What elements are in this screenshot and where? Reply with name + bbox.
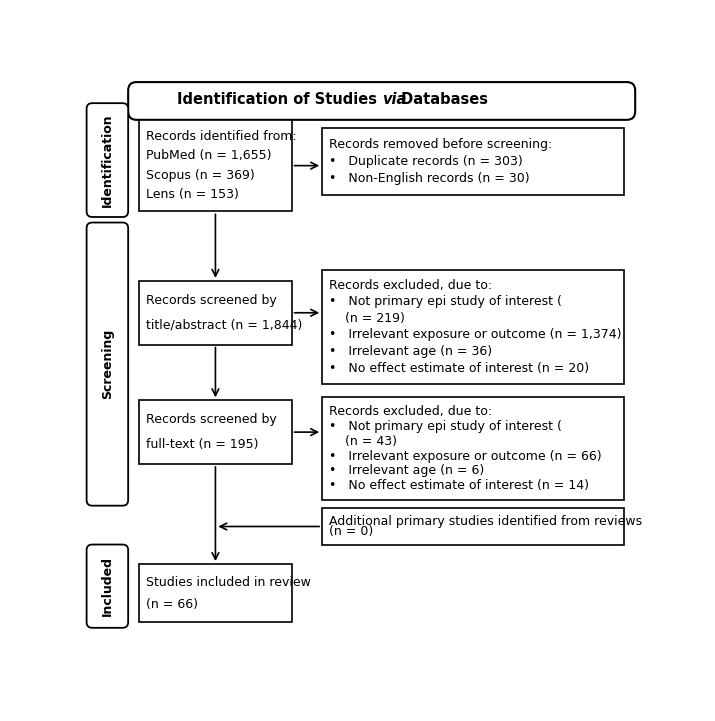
Bar xyxy=(139,120,292,211)
FancyBboxPatch shape xyxy=(87,223,128,505)
Text: Scopus (n = 369): Scopus (n = 369) xyxy=(147,169,255,182)
Text: Included: Included xyxy=(101,556,114,616)
Text: •   Non-English records (n = 30): • Non-English records (n = 30) xyxy=(330,172,530,185)
Text: Lens (n = 153): Lens (n = 153) xyxy=(147,188,240,201)
Text: •   Duplicate records (n = 303): • Duplicate records (n = 303) xyxy=(330,155,523,168)
FancyBboxPatch shape xyxy=(128,82,635,120)
Bar xyxy=(139,280,292,345)
Bar xyxy=(322,128,624,195)
Text: Identification: Identification xyxy=(101,113,114,207)
Text: title/abstract (n = 1,844): title/abstract (n = 1,844) xyxy=(147,319,303,332)
Text: •   No effect estimate of interest (n = 14): • No effect estimate of interest (n = 14… xyxy=(330,479,589,492)
Text: •   Not primary epi study of interest (: • Not primary epi study of interest ( xyxy=(330,296,562,309)
Text: •   Not primary epi study of interest (: • Not primary epi study of interest ( xyxy=(330,420,562,433)
Text: via: via xyxy=(382,92,406,107)
Text: Screening: Screening xyxy=(101,329,114,399)
Bar xyxy=(322,508,624,544)
Bar xyxy=(322,397,624,500)
Text: Records screened by: Records screened by xyxy=(147,294,277,307)
FancyBboxPatch shape xyxy=(87,544,128,628)
Text: Records excluded, due to:: Records excluded, due to: xyxy=(330,405,493,418)
Text: •   Irrelevant exposure or outcome (n = 66): • Irrelevant exposure or outcome (n = 66… xyxy=(330,450,602,463)
Text: (n = 0): (n = 0) xyxy=(330,526,373,539)
Text: Records excluded, due to:: Records excluded, due to: xyxy=(330,279,493,292)
Text: •   Irrelevant age (n = 6): • Irrelevant age (n = 6) xyxy=(330,464,485,477)
Text: Databases: Databases xyxy=(395,92,488,107)
Text: (n = 66): (n = 66) xyxy=(147,598,199,611)
Text: (n = 219): (n = 219) xyxy=(330,312,405,325)
Text: Studies included in review: Studies included in review xyxy=(147,575,311,588)
Text: •   Irrelevant age (n = 36): • Irrelevant age (n = 36) xyxy=(330,345,493,358)
Text: Records identified from:: Records identified from: xyxy=(147,131,297,143)
Text: Records removed before screening:: Records removed before screening: xyxy=(330,138,553,151)
Bar xyxy=(139,400,292,464)
Text: (n = 43): (n = 43) xyxy=(330,435,398,448)
Bar xyxy=(139,564,292,622)
Text: •   No effect estimate of interest (n = 20): • No effect estimate of interest (n = 20… xyxy=(330,361,589,374)
Bar xyxy=(322,270,624,384)
Text: Additional primary studies identified from reviews: Additional primary studies identified fr… xyxy=(330,515,643,528)
Text: •   Irrelevant exposure or outcome (n = 1,374): • Irrelevant exposure or outcome (n = 1,… xyxy=(330,328,622,342)
Text: PubMed (n = 1,655): PubMed (n = 1,655) xyxy=(147,149,272,162)
Text: full-text (n = 195): full-text (n = 195) xyxy=(147,438,259,451)
Text: Identification of Studies: Identification of Studies xyxy=(177,92,382,107)
Text: Records screened by: Records screened by xyxy=(147,413,277,426)
FancyBboxPatch shape xyxy=(87,103,128,217)
